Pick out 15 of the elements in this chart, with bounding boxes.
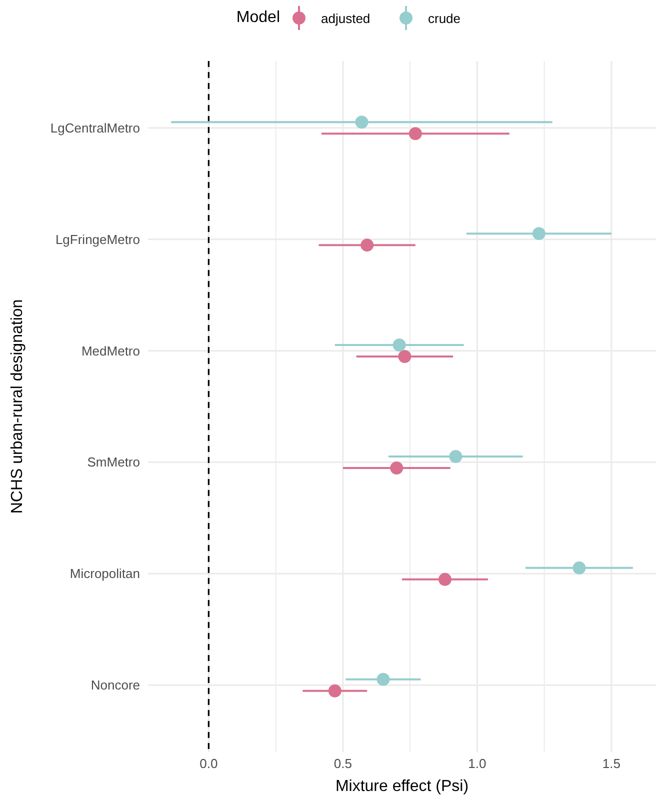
x-axis-title: Mixture effect (Psi) (335, 778, 469, 795)
y-tick-label: MedMetro (81, 343, 140, 358)
legend-label: crude (428, 11, 461, 26)
x-tick-label: 0.0 (200, 756, 218, 771)
legend-label: adjusted (321, 11, 370, 26)
y-tick-label: LgCentralMetro (50, 120, 140, 136)
y-tick-label: Micropolitan (70, 566, 140, 582)
x-tick-label: 1.0 (468, 756, 486, 771)
legend-title: Model (236, 9, 280, 26)
x-tick-label: 1.5 (602, 756, 620, 771)
y-tick-label: Noncore (90, 678, 140, 693)
y-tick-label: LgFringeMetro (55, 232, 140, 247)
x-tick-label: 0.5 (334, 756, 352, 771)
y-tick-label: SmMetro (87, 454, 140, 470)
y-axis-title: NCHS urban-rural designation (9, 299, 26, 514)
